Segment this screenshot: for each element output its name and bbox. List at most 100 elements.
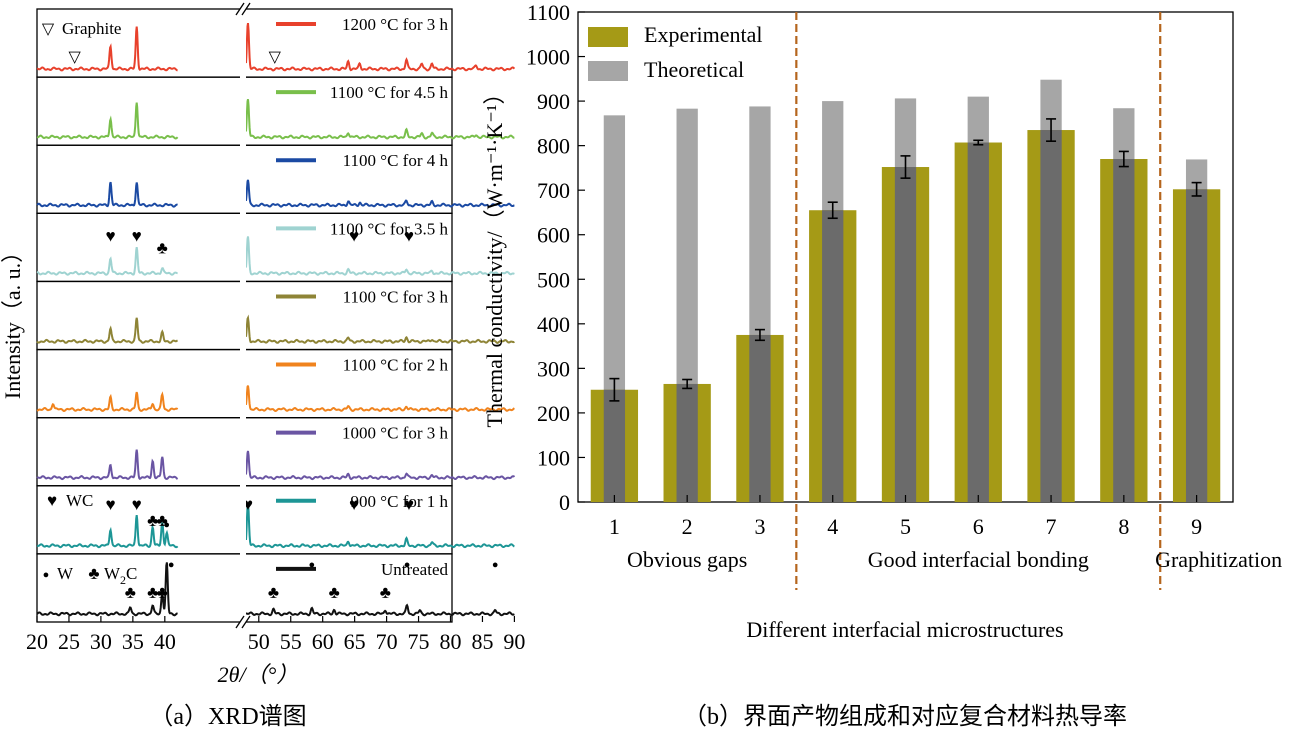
- legend-swatch-theoretical: [588, 61, 628, 81]
- bar-y-tick-label: 600: [537, 223, 570, 248]
- xrd-trace-2-right: [245, 98, 515, 140]
- legend-label-experimental: Experimental: [644, 22, 763, 47]
- xrd-trace-2: [36, 102, 179, 140]
- wc-legend-icon: ♥: [47, 491, 57, 510]
- xrd-x-tick-label: 75: [408, 629, 430, 654]
- w-marker: ●: [404, 559, 411, 571]
- xrd-x-axis-label: 2θ/（°）: [218, 662, 299, 687]
- xrd-panel: 1200 °C for 3 h ▽ ▽ 1100 °C for 4.5 h 1100 °…: [26, 2, 525, 654]
- w2c-marker: ♣: [157, 583, 168, 602]
- xrd-x-tick-label: 65: [344, 629, 366, 654]
- xrd-trace-8: [36, 514, 179, 549]
- bar-x-tick-label: 6: [973, 514, 984, 539]
- xrd-x-tick-label: 50: [248, 629, 270, 654]
- xrd-y-axis-label: Intensity（a. u.）: [0, 241, 25, 399]
- bar-y-tick-label: 800: [537, 134, 570, 159]
- xrd-x-tick-label: 35: [122, 629, 144, 654]
- xrd-legend-label: 1100 °C for 3.5 h: [330, 219, 449, 238]
- xrd-x-tick-label: 55: [280, 629, 302, 654]
- xrd-x-tick-label: 40: [154, 629, 176, 654]
- overlap-bar: [603, 389, 626, 502]
- overlap-bar: [1040, 130, 1062, 502]
- axis-break-slash: [235, 615, 245, 629]
- group-label: Graphitization: [1155, 547, 1282, 572]
- xrd-x-tick-label: 70: [376, 629, 398, 654]
- group-label: Good interfacial bonding: [868, 547, 1089, 572]
- bar-y-axis-label: Thermal conductivity/（W·m⁻¹·K⁻¹）: [482, 83, 507, 428]
- graphite-legend-label: Graphite: [62, 19, 121, 38]
- bar-x-tick-label: 5: [900, 514, 911, 539]
- xrd-x-tick-label: 25: [58, 629, 80, 654]
- w2c-marker: ♣: [125, 583, 136, 602]
- w2c-marker: ♣: [380, 583, 391, 602]
- axis-break-slash: [241, 615, 251, 629]
- bar-x-tick-label: 1: [609, 514, 620, 539]
- group-label: Obvious gaps: [627, 547, 747, 572]
- xrd-trace-6: [36, 391, 179, 413]
- wc-marker: ♥: [349, 495, 359, 514]
- graphite-legend-icon: ▽: [42, 21, 55, 38]
- axis-break-slash: [241, 2, 251, 16]
- legend-label-theoretical: Theoretical: [644, 57, 744, 82]
- xrd-x-tick-label: 90: [503, 629, 525, 654]
- w2c-marker: ♣: [268, 583, 279, 602]
- w-legend-label: W: [57, 564, 74, 583]
- xrd-trace-1: [36, 26, 178, 72]
- w-legend-icon: ●: [43, 569, 50, 581]
- wc-marker: ♥: [404, 495, 414, 514]
- xrd-trace-8-right: [245, 503, 515, 549]
- captions: Intensity（a. u.） 2θ/（°） （a）XRD谱图 Thermal…: [0, 83, 1127, 730]
- bar-panel-caption: （b）界面产物组成和对应复合材料热导率: [683, 703, 1127, 730]
- w2c-legend-label: W2C: [104, 564, 137, 587]
- graphite-marker: ▽: [69, 49, 82, 66]
- bar-y-tick-label: 400: [537, 312, 570, 337]
- w-marker: ●: [308, 559, 315, 571]
- wc-marker: ♥: [243, 495, 253, 514]
- bar-x-tick-label: 9: [1191, 514, 1202, 539]
- bar-y-tick-label: 100: [537, 445, 570, 470]
- wc-legend-label: WC: [66, 491, 93, 510]
- bar-x-axis-label: Different interfacial microstructures: [746, 617, 1063, 642]
- xrd-trace-4-right: [245, 236, 515, 276]
- overlap-bar: [1113, 159, 1135, 502]
- xrd-legend-label: 900 °C for 1 h: [351, 492, 449, 511]
- xrd-legend-label: Untreated: [381, 560, 449, 579]
- xrd-legend-label: 1000 °C for 3 h: [342, 424, 448, 443]
- xrd-legend-label: 1100 °C for 2 h: [343, 356, 449, 375]
- bar-x-tick-label: 2: [682, 514, 693, 539]
- bar-x-tick-label: 7: [1046, 514, 1057, 539]
- wc-marker: ♥: [105, 495, 115, 514]
- overlap-bar: [894, 167, 917, 502]
- xrd-trace-5: [36, 317, 178, 344]
- overlap-bar: [822, 210, 844, 502]
- graphite-marker: ▽: [269, 49, 282, 66]
- xrd-trace-4: [36, 246, 178, 276]
- wc-marker: ♥: [105, 226, 115, 245]
- w2c-marker: ♣: [157, 238, 168, 257]
- xrd-x-tick-label: 30: [90, 629, 112, 654]
- axis-break-gap: [240, 7, 246, 624]
- wc-marker: ♥: [404, 226, 414, 245]
- w-marker: ●: [492, 559, 499, 571]
- xrd-panel-caption: （a）XRD谱图: [149, 703, 306, 730]
- xrd-x-tick-label: 60: [312, 629, 334, 654]
- w2c-marker: ♣: [147, 511, 158, 530]
- overlap-bar: [676, 383, 698, 502]
- bar-y-tick-label: 1100: [527, 0, 570, 25]
- wc-marker: ♥: [132, 226, 142, 245]
- xrd-legend-label: 1200 °C for 3 h: [342, 15, 448, 34]
- xrd-trace-7-right: [245, 450, 516, 481]
- xrd-trace-5-right: [245, 314, 515, 344]
- overlap-bar: [749, 334, 771, 502]
- xrd-legend-label: 1100 °C for 3 h: [343, 287, 449, 306]
- w2c-marker: ♣: [157, 511, 168, 530]
- bar-y-tick-label: 700: [537, 178, 570, 203]
- bar-y-tick-label: 500: [537, 267, 570, 292]
- xrd-legend-label: 1100 °C for 4 h: [343, 151, 449, 170]
- xrd-trace-9-right: [246, 603, 515, 617]
- xrd-x-tick-label: 85: [471, 629, 493, 654]
- w2c-legend-icon: ♣: [88, 564, 99, 583]
- wc-marker: ♥: [132, 495, 142, 514]
- legend-swatch-experimental: [588, 27, 628, 47]
